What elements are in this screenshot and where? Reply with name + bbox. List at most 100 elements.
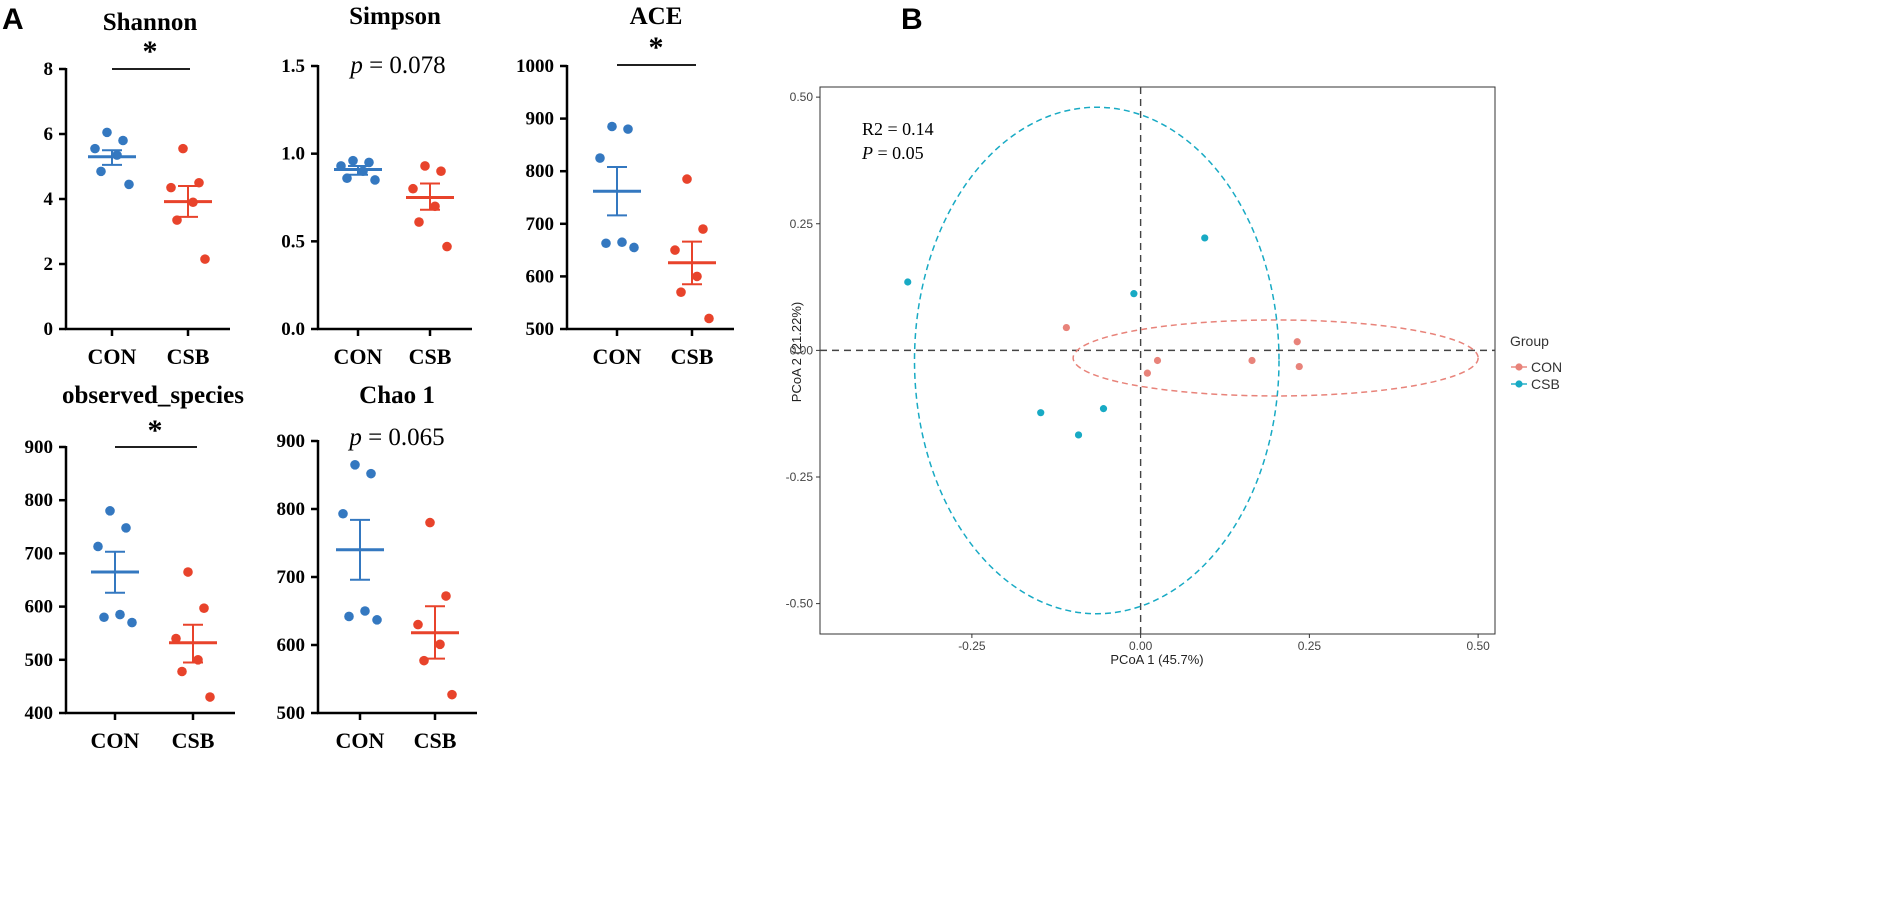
data-point-con (118, 135, 128, 146)
data-point-con (127, 617, 137, 628)
panel-b-label: B (901, 3, 923, 36)
x-category-label: CON (88, 344, 137, 369)
data-point-csb (676, 287, 686, 297)
pcoa-r2-annotation: R2 = 0.14 (862, 119, 934, 139)
y-tick-label: 700 (526, 214, 555, 235)
dotplot-title: ACE (630, 3, 683, 30)
y-tick-label: 900 (526, 109, 555, 130)
dotplot-observed-species: observed_species 400 500 600 700 800 900 CON CS… (25, 382, 245, 753)
y-tick-label: 900 (277, 431, 306, 452)
pcoa-point-csb (1201, 234, 1209, 242)
data-point-csb (413, 619, 423, 630)
pcoa-p-value: = 0.05 (873, 143, 924, 163)
data-point-csb (704, 313, 714, 324)
pcoa-point-con (1295, 362, 1303, 371)
data-point-csb (430, 201, 440, 212)
data-point-con (99, 612, 109, 623)
y-tick-label: 600 (277, 635, 306, 656)
data-point-con (105, 506, 115, 516)
data-point-con (366, 468, 376, 479)
y-tick-label: 6 (44, 124, 54, 145)
confidence-ellipse-con (1072, 319, 1479, 397)
data-point-con (115, 609, 125, 620)
y-tick-label: 800 (25, 490, 54, 511)
data-point-csb (414, 217, 424, 227)
data-point-csb (408, 183, 418, 194)
x-category-label: CSB (167, 344, 210, 369)
y-tick-label: 1.5 (281, 56, 305, 77)
y-tick-label: 700 (25, 543, 54, 564)
pcoa-x-tick-label: -0.25 (958, 639, 986, 653)
y-tick-label: 500 (25, 650, 54, 671)
y-tick-label: 0.5 (281, 231, 305, 252)
data-point-csb (441, 591, 451, 601)
pcoa-point-con (1143, 369, 1151, 377)
y-tick-label: 900 (25, 437, 54, 458)
data-point-csb (425, 517, 435, 528)
y-tick-label: 1.0 (281, 144, 305, 165)
p-value: = 0.065 (362, 424, 445, 451)
y-tick-label: 500 (526, 319, 555, 340)
data-point-con (629, 242, 639, 253)
y-tick-label: 400 (25, 703, 54, 724)
data-point-csb (177, 666, 187, 677)
data-point-csb (200, 254, 210, 264)
data-point-con (102, 127, 112, 138)
data-point-csb (166, 182, 176, 193)
data-point-con (342, 173, 352, 184)
data-point-csb (436, 166, 446, 176)
p-value-annotation: p = 0.065 (347, 424, 444, 451)
data-point-con (348, 155, 358, 166)
dotplot-title: Simpson (349, 3, 441, 30)
panel-a-label: A (2, 3, 24, 36)
data-point-csb (420, 161, 430, 171)
y-tick-label: 4 (44, 189, 54, 210)
data-point-csb (447, 689, 457, 700)
y-tick-label: 8 (44, 59, 54, 80)
y-tick-label: 0 (44, 319, 54, 340)
dotplot-ace: ACE 500 600 700 800 900 1000 CON CSB * (516, 3, 734, 369)
data-point-con (93, 541, 103, 552)
pcoa-point-con (1062, 323, 1070, 332)
data-point-csb (442, 241, 452, 252)
pcoa-point-con (1153, 356, 1162, 365)
pcoa-y-tick-label: 0.25 (790, 217, 814, 231)
pcoa-plot: PCoA 1 (45.7%) PCoA 2 (21.22%) R2 = 0.14… (786, 86, 1562, 667)
y-tick-label: 600 (25, 597, 54, 618)
dotplot-simpson: Simpson 0.0 0.5 1.0 1.5 CON CSB p = 0.078 (281, 3, 472, 369)
legend-key-dot-con (1515, 363, 1523, 371)
data-point-con (617, 237, 627, 248)
x-category-label: CON (91, 728, 140, 753)
pcoa-x-axis-label: PCoA 1 (45.7%) (1110, 652, 1203, 667)
data-point-csb (682, 174, 692, 184)
data-point-csb (199, 603, 209, 613)
data-point-con (601, 238, 611, 249)
pcoa-point-csb (1099, 405, 1108, 413)
data-point-csb (698, 224, 708, 234)
confidence-ellipse-csb (913, 106, 1280, 615)
data-point-con (344, 611, 354, 622)
pcoa-point-csb (1130, 290, 1138, 298)
pcoa-x-tick-label: 0.50 (1466, 639, 1490, 653)
pcoa-point-csb (1037, 409, 1045, 417)
data-point-con (96, 166, 106, 177)
y-tick-label: 700 (277, 567, 306, 588)
x-category-label: CON (334, 344, 383, 369)
data-point-csb (670, 245, 680, 255)
pcoa-y-tick-label: -0.25 (786, 470, 814, 484)
x-category-label: CON (336, 728, 385, 753)
data-point-con (124, 179, 134, 190)
p-value-annotation: p = 0.078 (348, 52, 445, 79)
dotplot-title: Chao 1 (359, 382, 435, 409)
data-point-csb (205, 692, 215, 702)
pcoa-point-csb (1074, 431, 1083, 439)
y-tick-label: 2 (44, 254, 54, 275)
x-category-label: CSB (671, 344, 714, 369)
p-value: = 0.078 (363, 52, 446, 79)
pcoa-y-tick-label: 0.50 (790, 90, 814, 104)
dotplot-shannon: Shannon 0 2 4 6 8 CON CSB * (44, 9, 230, 369)
pcoa-point-con (1293, 338, 1301, 346)
y-tick-label: 800 (277, 499, 306, 520)
data-point-con (360, 606, 370, 616)
